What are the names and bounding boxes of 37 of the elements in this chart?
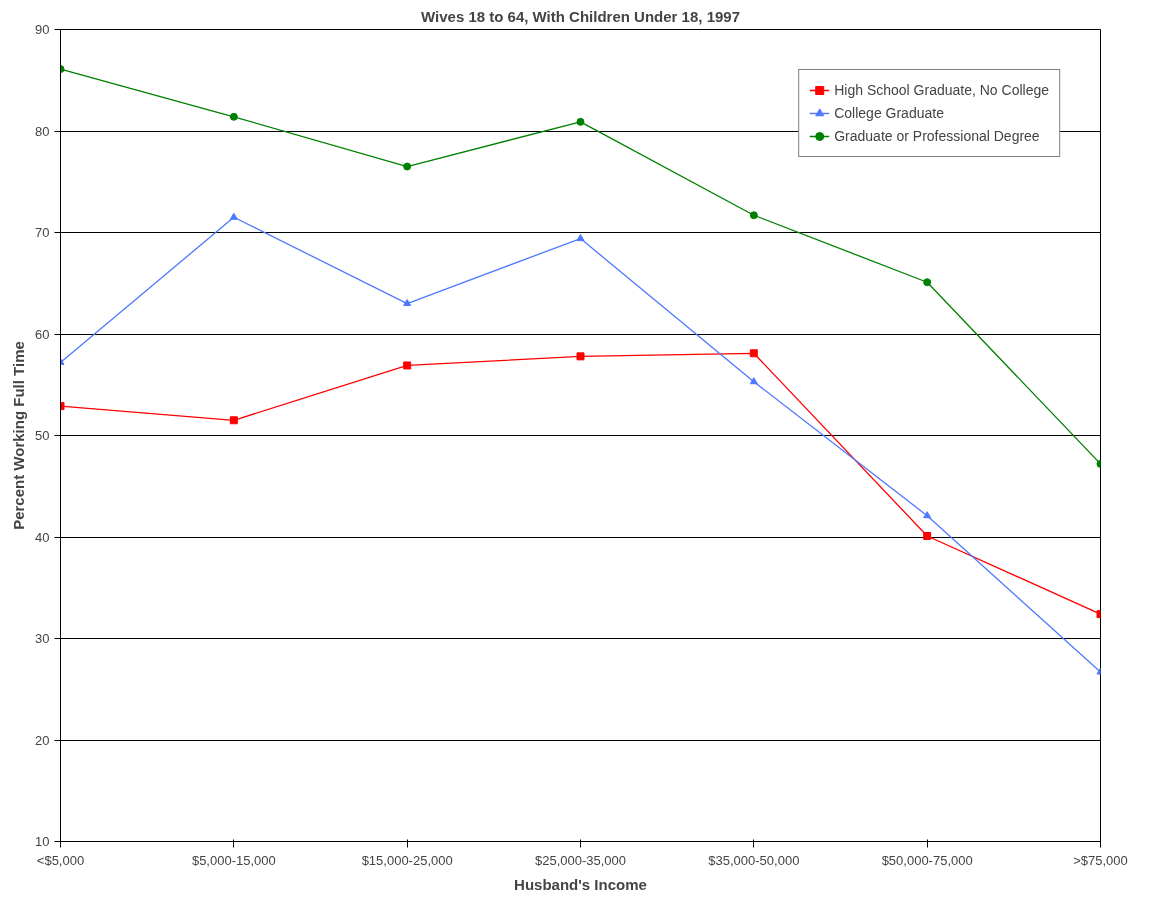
y-tick-label: 10 xyxy=(35,834,50,849)
x-tick-label: $15,000-25,000 xyxy=(361,852,453,868)
legend-label: College Graduate xyxy=(834,105,944,121)
chart-title: Wives 18 to 64, With Children Under 18, 1997 xyxy=(421,7,740,25)
y-tick-label: 30 xyxy=(35,631,50,646)
point xyxy=(229,416,238,425)
point xyxy=(229,112,238,121)
point xyxy=(576,234,585,242)
x-axis-title: Husband's Income xyxy=(514,875,647,893)
point xyxy=(403,299,412,307)
x-tick-label: <$5,000 xyxy=(36,852,85,868)
x-tick-label: $5,000-15,000 xyxy=(191,852,276,868)
point xyxy=(576,352,585,361)
point xyxy=(749,349,758,358)
legend-label: High School Graduate, No College xyxy=(834,82,1049,98)
point xyxy=(923,278,932,287)
x-tick-label: $50,000-75,000 xyxy=(881,852,973,868)
y-tick-label: 40 xyxy=(35,529,50,545)
x-tick-label: >$75,000 xyxy=(1073,852,1128,868)
y-tick-label: 90 xyxy=(35,22,50,37)
point xyxy=(403,361,412,370)
y-axis-title: Percent Working Full Time xyxy=(10,341,28,530)
point xyxy=(403,162,412,171)
y-tick-label: 80 xyxy=(35,123,50,139)
y-tick-label: 50 xyxy=(35,428,50,443)
y-tick-label: 20 xyxy=(35,732,50,748)
point xyxy=(576,117,585,126)
point xyxy=(749,211,758,220)
legend-label: Graduate or Professional Degree xyxy=(834,128,1040,144)
point xyxy=(923,531,932,540)
point xyxy=(749,377,758,385)
point xyxy=(229,212,238,220)
x-tick-label: $25,000-35,000 xyxy=(534,852,627,868)
x-tick-label: $35,000-50,000 xyxy=(708,852,800,868)
point xyxy=(923,511,932,519)
y-tick-label: 70 xyxy=(35,225,50,240)
y-tick-label: 60 xyxy=(35,326,50,342)
